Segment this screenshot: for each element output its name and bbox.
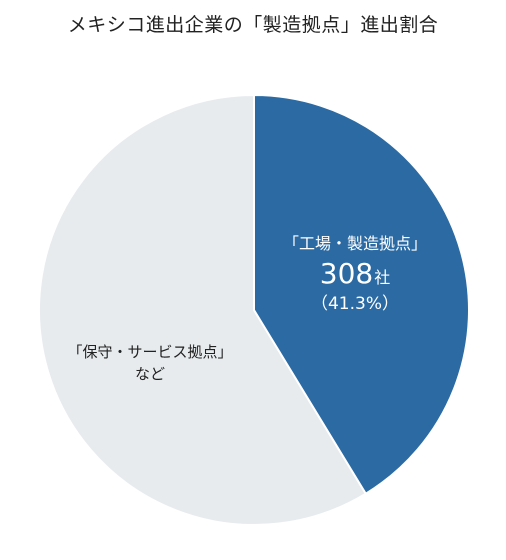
- factory-slice-value: 308社: [320, 257, 390, 290]
- pie-slice-maintenance-service: [38, 93, 368, 526]
- factory-slice-label: 「工場・製造拠点」: [283, 234, 427, 253]
- factory-slice-percent: （41.3%）: [311, 294, 399, 314]
- maintenance-slice-sublabel: など: [135, 365, 165, 383]
- chart-title: メキシコ進出企業の「製造拠点」進出割合: [67, 14, 439, 36]
- factory-slice-unit: 社: [374, 268, 390, 287]
- factory-slice-count: 308: [320, 257, 373, 290]
- pie-slice-factory-manufacturing: [253, 93, 470, 496]
- maintenance-slice-label: 「保守・サービス拠点」: [67, 343, 232, 361]
